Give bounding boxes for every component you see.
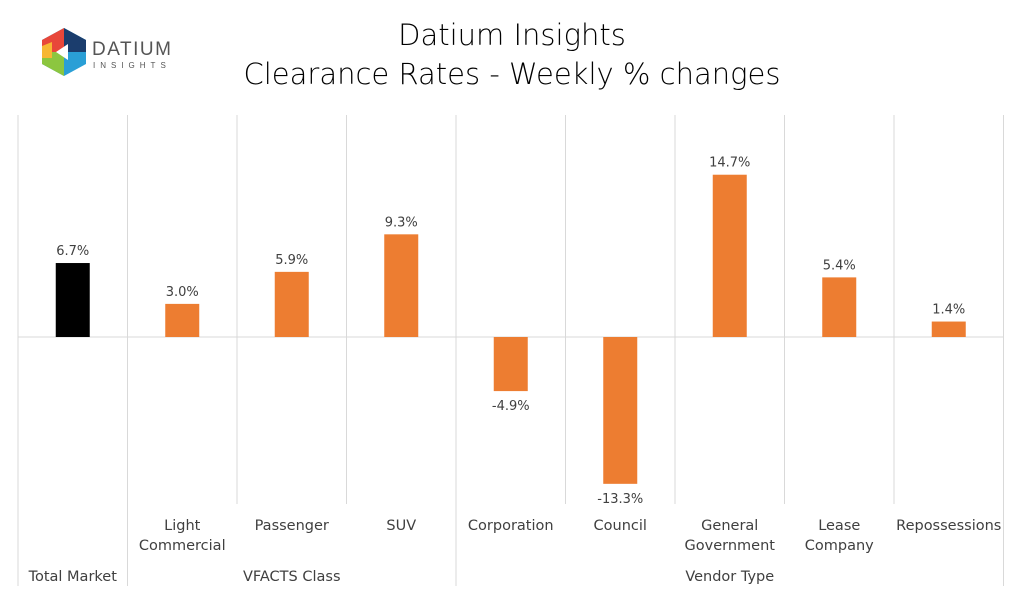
category-label: General (701, 518, 758, 534)
bar-total market (55, 263, 90, 337)
chart-title: Datium Insights (398, 18, 626, 52)
data-label: 14.7% (709, 156, 750, 171)
datium-logo: DATIUM INSIGHTS (42, 28, 172, 76)
category-label: Passenger (255, 518, 329, 534)
bar-council (603, 337, 638, 484)
svg-text:DATIUM: DATIUM (92, 39, 172, 60)
data-label: 5.9% (275, 253, 308, 268)
data-label: -13.3% (597, 492, 643, 507)
data-label: 3.0% (166, 285, 199, 300)
category-label: Company (805, 538, 874, 554)
bar-general-government (712, 174, 747, 337)
group-label: Vendor Type (685, 569, 774, 585)
category-label: Light (164, 518, 201, 534)
category-label: Corporation (468, 518, 554, 534)
data-label: 9.3% (385, 215, 418, 230)
bar-suv (384, 234, 419, 337)
group-label: VFACTS Class (243, 569, 341, 585)
bar-repossessions (931, 321, 966, 337)
bar-lease-company (822, 277, 857, 337)
category-label: Council (594, 518, 647, 534)
category-label: Repossessions (896, 518, 1001, 534)
bar-light-commercial (165, 303, 200, 337)
bar-corporation (493, 337, 528, 392)
chart-subtitle: Clearance Rates - Weekly % changes (243, 57, 781, 91)
bar-passenger (274, 271, 309, 337)
svg-text:INSIGHTS: INSIGHTS (93, 61, 171, 70)
category-label: Commercial (139, 538, 226, 554)
category-label: SUV (386, 518, 416, 534)
data-label: 1.4% (932, 303, 965, 318)
category-label: Lease (818, 518, 860, 534)
data-label: 5.4% (823, 258, 856, 273)
category-label: Government (685, 538, 776, 554)
group-label: Total Market (28, 569, 118, 585)
data-label: 6.7% (56, 244, 89, 259)
data-label: -4.9% (492, 399, 530, 414)
